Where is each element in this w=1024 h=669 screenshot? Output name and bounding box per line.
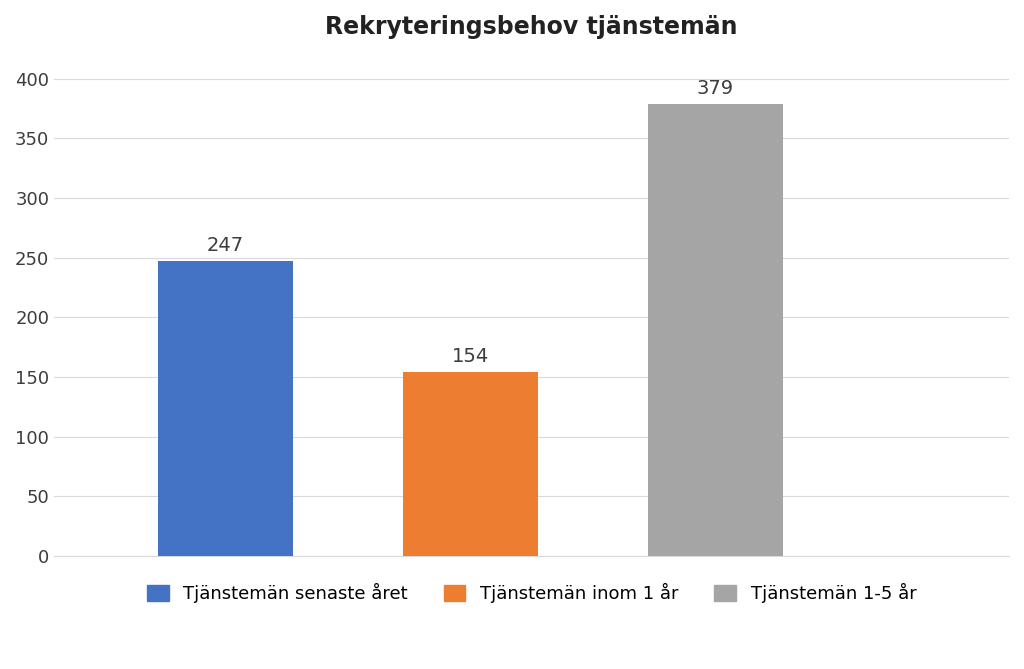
Bar bbox=[648, 104, 782, 556]
Title: Rekryteringsbehov tjänstemän: Rekryteringsbehov tjänstemän bbox=[326, 15, 738, 39]
Bar bbox=[403, 372, 538, 556]
Text: 379: 379 bbox=[696, 79, 734, 98]
Legend: Tjänstemän senaste året, Tjänstemän inom 1 år, Tjänstemän 1-5 år: Tjänstemän senaste året, Tjänstemän inom… bbox=[138, 574, 926, 612]
Text: 247: 247 bbox=[207, 236, 244, 256]
Text: 154: 154 bbox=[452, 347, 489, 366]
Bar bbox=[158, 261, 293, 556]
